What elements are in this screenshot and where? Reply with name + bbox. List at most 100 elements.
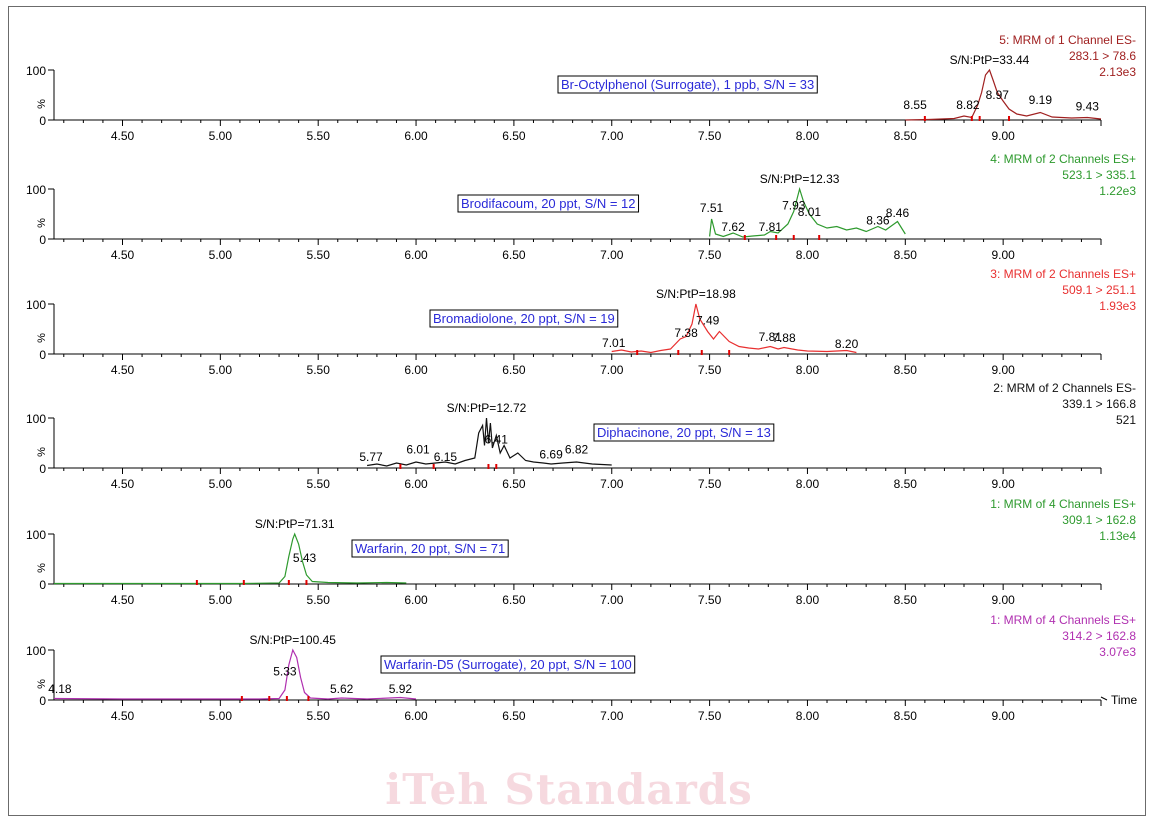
peak-label: 9.19 bbox=[1029, 93, 1053, 107]
x-tick-label: 4.50 bbox=[111, 363, 135, 377]
peak-label: 7.93 bbox=[782, 199, 806, 213]
peak-label: 5.92 bbox=[389, 682, 413, 696]
x-tick-label: 7.50 bbox=[698, 477, 722, 491]
peak-label: 7.81 bbox=[759, 220, 783, 234]
peak-label: 7.88 bbox=[772, 331, 796, 345]
compound-label: Brodifacoum, 20 ppt, S/N = 12 bbox=[461, 196, 636, 211]
peak-label: 5.43 bbox=[293, 551, 317, 565]
peak-label: 5.62 bbox=[330, 682, 354, 696]
compound-label: Diphacinone, 20 ppt, S/N = 13 bbox=[597, 425, 771, 440]
x-tick-label: 9.00 bbox=[991, 248, 1015, 262]
intensity-label: 1.13e4 bbox=[1099, 529, 1136, 543]
y-tick-label: 100 bbox=[26, 64, 46, 78]
x-tick-label: 8.50 bbox=[894, 129, 918, 143]
chromatogram-stack-chart: 100 0% 4.50 5.00 5.50 6.00 6.50 7.00 7.50 8.00 8.5… bbox=[26, 33, 1138, 723]
transition-label: 509.1 > 251.1 bbox=[1062, 283, 1136, 297]
chromatogram-figure: 100 0% 4.50 5.00 5.50 6.00 6.50 7.00 7.50 8.00 8.5… bbox=[8, 6, 1146, 816]
x-tick-label: 6.00 bbox=[404, 248, 428, 262]
channel-name: 4: MRM of 2 Channels ES+ bbox=[990, 152, 1136, 166]
y-unit-label: % bbox=[36, 679, 48, 689]
x-tick-label: 7.00 bbox=[600, 248, 624, 262]
peak-label: 7.49 bbox=[696, 314, 720, 328]
x-tick-label: 4.50 bbox=[111, 129, 135, 143]
x-tick-label: 6.00 bbox=[404, 363, 428, 377]
chromatogram-trace bbox=[54, 532, 407, 585]
x-tick-label: 6.50 bbox=[502, 363, 526, 377]
x-tick-label: 7.00 bbox=[600, 709, 624, 723]
x-tick-label: 5.00 bbox=[209, 363, 233, 377]
y-unit-label: % bbox=[36, 563, 48, 573]
transition-label: 339.1 > 166.8 bbox=[1062, 397, 1136, 411]
transition-label: 314.2 > 162.8 bbox=[1062, 629, 1136, 643]
x-tick-label: 7.00 bbox=[600, 593, 624, 607]
compound-label-box bbox=[429, 309, 619, 328]
x-tick-label: 8.00 bbox=[796, 129, 820, 143]
peak-label: 6.69 bbox=[539, 448, 563, 462]
sn-label: S/N:PtP=100.45 bbox=[250, 633, 337, 647]
channel-name: 1: MRM of 4 Channels ES+ bbox=[990, 497, 1136, 511]
y-tick-label: 0 bbox=[39, 694, 46, 708]
x-tick-label: 8.50 bbox=[894, 477, 918, 491]
intensity-label: 521 bbox=[1116, 413, 1136, 427]
y-unit-label: % bbox=[36, 447, 48, 457]
x-tick-label: 6.00 bbox=[404, 709, 428, 723]
x-axis-title: Time bbox=[1111, 693, 1138, 707]
peak-label: 5.33 bbox=[273, 665, 297, 679]
channel-name: 5: MRM of 1 Channel ES- bbox=[999, 33, 1136, 47]
x-tick-label: 5.00 bbox=[209, 248, 233, 262]
peak-label: 5.77 bbox=[359, 450, 383, 464]
x-tick-label: 4.50 bbox=[111, 477, 135, 491]
x-tick-label: 7.50 bbox=[698, 129, 722, 143]
intensity-label: 1.93e3 bbox=[1099, 299, 1136, 313]
x-tick-label: 7.00 bbox=[600, 477, 624, 491]
x-tick-label: 5.50 bbox=[307, 709, 331, 723]
intensity-label: 2.13e3 bbox=[1099, 65, 1136, 79]
compound-label-box bbox=[457, 194, 640, 213]
channel-name: 3: MRM of 2 Channels ES+ bbox=[990, 267, 1136, 281]
compound-label: Bromadiolone, 20 ppt, S/N = 19 bbox=[433, 311, 615, 326]
y-tick-label: 100 bbox=[26, 183, 46, 197]
x-tick-label: 8.50 bbox=[894, 363, 918, 377]
x-tick-label: 5.00 bbox=[209, 709, 233, 723]
compound-label-box bbox=[351, 539, 509, 558]
y-tick-label: 0 bbox=[39, 578, 46, 592]
x-tick-label: 5.50 bbox=[307, 129, 331, 143]
x-tick-label: 5.00 bbox=[209, 593, 233, 607]
y-tick-label: 100 bbox=[26, 528, 46, 542]
sn-label: S/N:PtP=71.31 bbox=[255, 517, 335, 531]
compound-label-box bbox=[380, 655, 636, 674]
x-tick-label: 5.50 bbox=[307, 363, 331, 377]
peak-label: 6.01 bbox=[406, 443, 430, 457]
x-tick-label: 8.50 bbox=[894, 709, 918, 723]
sn-label: S/N:PtP=18.98 bbox=[656, 287, 736, 301]
peak-label: 7.38 bbox=[674, 326, 698, 340]
sn-label: S/N:PtP=33.44 bbox=[950, 53, 1030, 67]
peak-label: 6.41 bbox=[485, 433, 509, 447]
x-tick-label: 9.00 bbox=[991, 129, 1015, 143]
peak-label: 6.15 bbox=[434, 450, 458, 464]
y-unit-label: % bbox=[36, 333, 48, 343]
peak-label: 8.46 bbox=[886, 206, 910, 220]
x-tick-label: 5.50 bbox=[307, 248, 331, 262]
y-tick-label: 0 bbox=[39, 462, 46, 476]
intensity-label: 1.22e3 bbox=[1099, 184, 1136, 198]
y-tick-label: 0 bbox=[39, 114, 46, 128]
compound-label: Warfarin, 20 ppt, S/N = 71 bbox=[355, 541, 505, 556]
sn-label: S/N:PtP=12.72 bbox=[447, 401, 527, 415]
peak-label: 8.55 bbox=[903, 98, 927, 112]
x-tick-label: 7.00 bbox=[600, 129, 624, 143]
x-tick-label: 9.00 bbox=[991, 363, 1015, 377]
peak-label: 8.36 bbox=[866, 214, 890, 228]
x-tick-label: 6.00 bbox=[404, 477, 428, 491]
y-tick-label: 100 bbox=[26, 644, 46, 658]
x-tick-label: 9.00 bbox=[991, 477, 1015, 491]
x-axis-arrow bbox=[1100, 696, 1108, 701]
peak-label: 8.82 bbox=[956, 98, 980, 112]
sn-label: S/N:PtP=12.33 bbox=[760, 172, 840, 186]
transition-label: 309.1 > 162.8 bbox=[1062, 513, 1136, 527]
intensity-label: 3.07e3 bbox=[1099, 645, 1136, 659]
x-tick-label: 7.50 bbox=[698, 593, 722, 607]
peak-label: 8.01 bbox=[798, 205, 822, 219]
x-tick-label: 7.50 bbox=[698, 248, 722, 262]
compound-label: Warfarin-D5 (Surrogate), 20 ppt, S/N = 1… bbox=[384, 657, 632, 672]
